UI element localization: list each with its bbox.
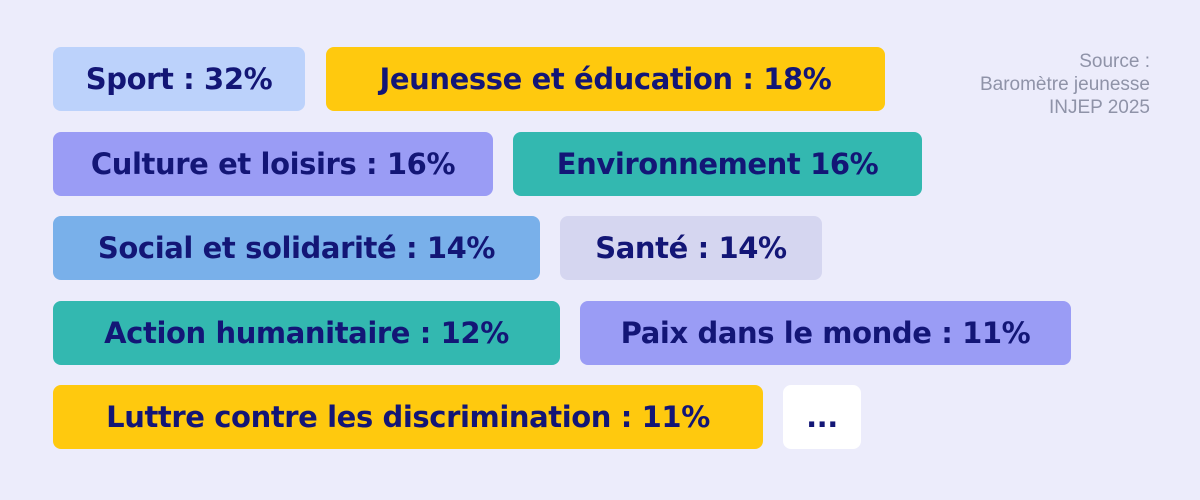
source-title: Baromètre jeunesse — [979, 74, 1150, 95]
tag-sport: Sport : 32% — [53, 47, 305, 111]
source-publisher: INJEP 2025 — [1048, 97, 1150, 118]
tag-paix-monde: Paix dans le monde : 11% — [580, 301, 1071, 365]
source-note: Source : Baromètre jeunesse INJEP 2025 — [980, 50, 1150, 119]
tag-culture-loisirs: Culture et loisirs : 16% — [53, 132, 493, 196]
tag-lutte-discrimination: Luttre contre les discrimination : 11% — [53, 385, 763, 449]
tag-social-solidarite: Social et solidarité : 14% — [53, 216, 540, 280]
tag-environnement: Environnement 16% — [513, 132, 922, 196]
tag-more-ellipsis: ... — [783, 385, 861, 449]
tag-action-humanitaire: Action humanitaire : 12% — [53, 301, 560, 365]
tag-jeunesse-education: Jeunesse et éducation : 18% — [326, 47, 885, 111]
tag-sante: Santé : 14% — [560, 216, 822, 280]
source-label: Source : — [1079, 51, 1150, 72]
